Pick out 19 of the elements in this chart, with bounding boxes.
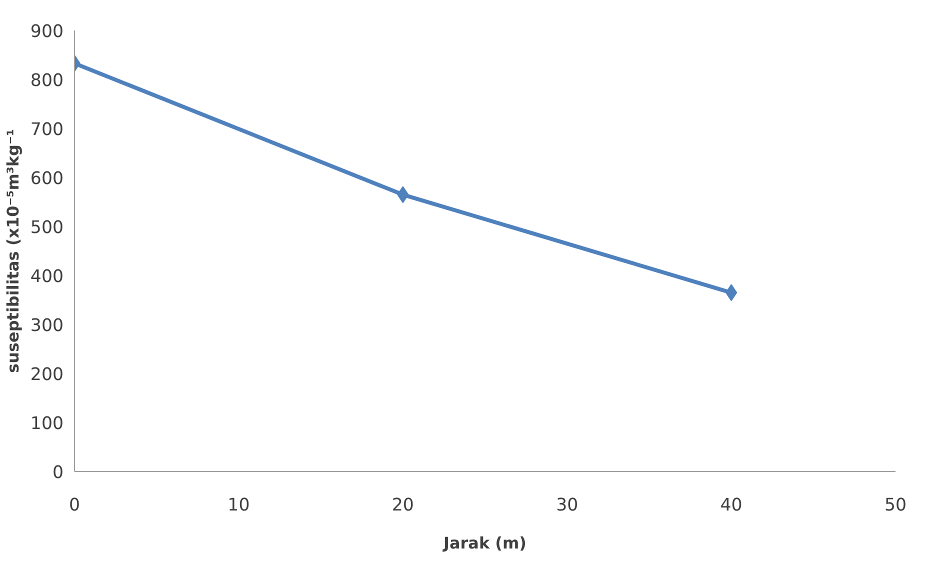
x-tick-label: 0 (68, 496, 80, 516)
y-tick-label: 600 (30, 169, 64, 189)
x-axis-title: Jarak (m) (442, 534, 526, 552)
y-tick-label: 100 (30, 414, 64, 434)
x-tick-label: 30 (556, 496, 578, 516)
x-tick-label: 40 (720, 496, 742, 516)
y-tick-label: 500 (30, 218, 64, 238)
y-tick-label: 700 (30, 120, 64, 140)
y-axis-title: suseptibilitas (x10⁻⁵m³kg⁻¹ (3, 129, 22, 373)
y-tick-label: 400 (30, 267, 64, 287)
y-tick-label: 800 (30, 71, 64, 91)
y-tick-label: 200 (30, 365, 64, 385)
y-tick-label: 300 (30, 316, 64, 336)
x-tick-label: 10 (228, 496, 250, 516)
y-tick-label: 0 (52, 463, 64, 483)
x-tick-label: 20 (392, 496, 414, 516)
y-tick-label: 900 (30, 22, 64, 42)
point (725, 284, 738, 302)
x-tick-label: 50 (884, 496, 907, 516)
